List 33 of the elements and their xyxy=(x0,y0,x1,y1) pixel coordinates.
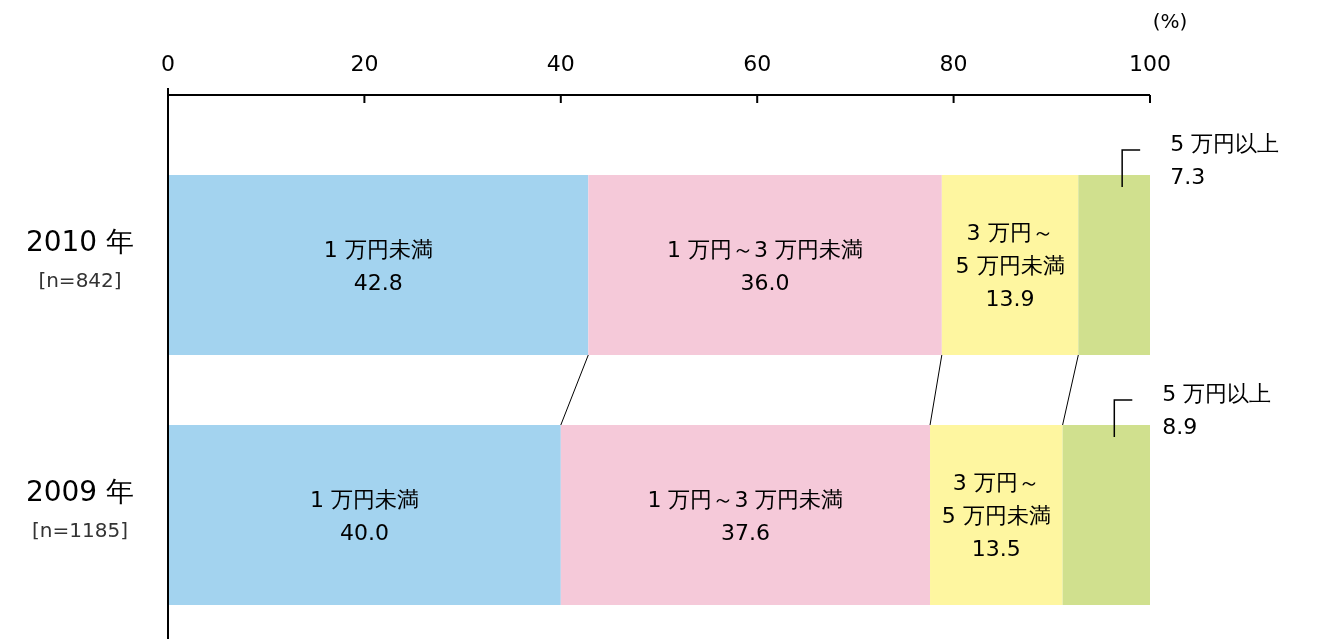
text: 1 万円～3 万円未満 xyxy=(647,486,844,511)
data-label: 42.8 xyxy=(353,269,403,294)
series-label: 3 万円～5 万円未満 xyxy=(941,469,1051,528)
data-label: 37.6 xyxy=(720,519,770,544)
series-label: 5 万円以上 xyxy=(1162,380,1272,406)
series-label: 1 万円未満 xyxy=(323,236,433,261)
bar xyxy=(1078,175,1150,355)
bar xyxy=(1062,425,1150,605)
data-label: 13.5 xyxy=(971,535,1021,561)
text: 3 万円～5 万円未満 xyxy=(955,219,1065,278)
data-label: 8.9 xyxy=(1162,413,1198,439)
x-tick-label: 60 xyxy=(743,51,772,76)
data-label: 36.0 xyxy=(740,269,790,294)
text: 1 万円未満 xyxy=(309,486,419,511)
bar xyxy=(168,175,589,355)
bar xyxy=(930,425,1063,605)
data-label: 13.9 xyxy=(985,285,1035,311)
bar xyxy=(168,425,561,605)
data-label: 40.0 xyxy=(339,519,389,544)
y-tick-label: 2009 年 [n=1185] xyxy=(25,475,135,542)
bar xyxy=(941,175,1079,355)
x-tick-label: 0 xyxy=(161,51,175,76)
bar xyxy=(588,175,942,355)
text: 5 万円以上 xyxy=(1170,130,1280,156)
y-tick-label: 2010 年 [n=842] xyxy=(25,225,135,292)
x-tick-label: 100 xyxy=(1129,51,1171,76)
x-axis-title: (%) xyxy=(1152,9,1188,33)
x-tick-label: 20 xyxy=(350,51,379,76)
data-label: 7.3 xyxy=(1170,163,1206,189)
bar xyxy=(560,425,931,605)
x-tick-label: 80 xyxy=(939,51,968,76)
x-tick-label: 40 xyxy=(546,51,575,76)
series-label: 1 万円～3 万円未満 xyxy=(667,236,864,261)
